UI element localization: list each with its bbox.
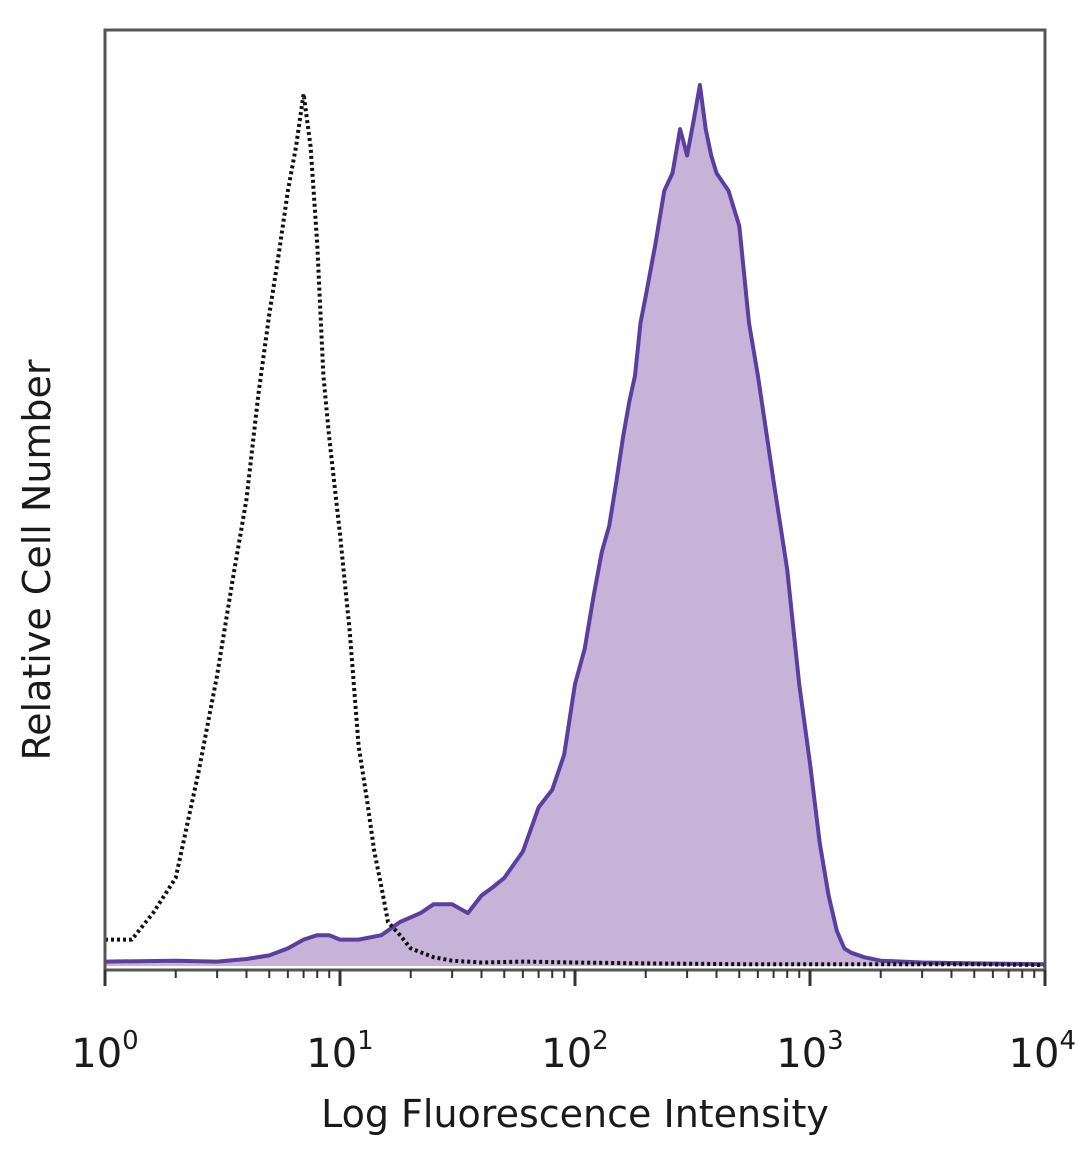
filled-histogram-outline — [104, 83, 1046, 967]
x-tick-label: 103 — [776, 1026, 843, 1077]
control-histogram-outline — [105, 91, 1046, 968]
plot-area — [104, 83, 1046, 968]
x-axis-title: Log Fluorescence Intensity — [321, 1092, 829, 1136]
x-tick-label: 101 — [306, 1026, 373, 1077]
filled-histogram-area — [105, 85, 1045, 966]
x-tick-label: 102 — [541, 1026, 608, 1077]
x-axis-ticks: 100 101 102 103 104 — [71, 970, 1076, 1077]
x-tick-label: 100 — [71, 1026, 138, 1077]
y-axis-title: Relative Cell Number — [15, 359, 59, 760]
x-tick-label: 104 — [1009, 1026, 1076, 1077]
